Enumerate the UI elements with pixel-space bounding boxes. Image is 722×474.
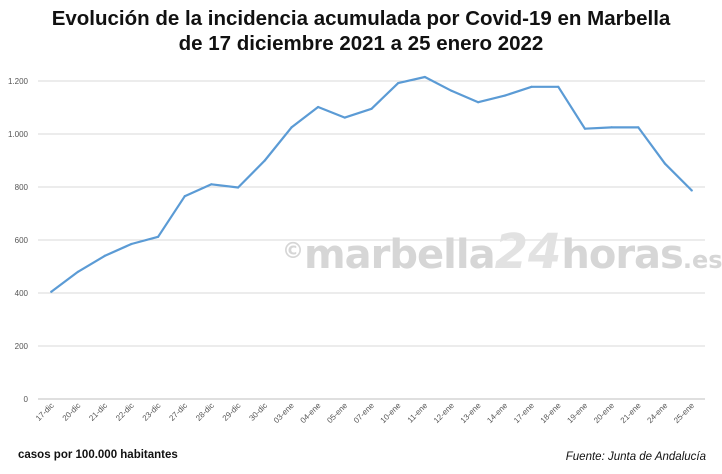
data-point [370, 107, 373, 110]
x-tick-label: 21-dic [87, 401, 109, 423]
x-tick-label: 22-dic [114, 401, 136, 423]
x-tick-label: 24-ene [645, 401, 669, 425]
data-point [130, 242, 133, 246]
data-point [690, 189, 693, 192]
data-point [610, 126, 613, 129]
x-tick-label: 04-ene [299, 401, 323, 425]
x-tick-label: 17-ene [512, 401, 536, 425]
x-tick-label: 27-dic [167, 401, 189, 423]
y-tick-label: 0 [24, 395, 29, 404]
x-tick-label: 10-ene [379, 401, 403, 425]
y-tick-label: 200 [15, 342, 29, 351]
y-tick-label: 400 [15, 289, 29, 298]
x-tick-label: 18-ene [539, 401, 563, 425]
x-tick-label: 30-dic [247, 401, 269, 423]
data-point [477, 101, 480, 104]
data-point [450, 89, 453, 92]
x-tick-label: 20-ene [592, 401, 616, 425]
data-point [317, 105, 320, 109]
data-point [423, 75, 426, 79]
y-tick-label: 1.000 [8, 130, 29, 139]
data-point [557, 85, 560, 88]
x-tick-label: 25-ene [672, 401, 696, 425]
data-point [397, 82, 400, 85]
x-tick-label: 19-ene [565, 401, 589, 425]
x-tick-label: 03-ene [272, 401, 296, 425]
data-point [156, 235, 160, 238]
watermark-logo: ©marbella24horas.es [282, 224, 722, 280]
x-tick-label: 07-ene [352, 401, 376, 425]
chart-title: Evolución de la incidencia acumulada por… [0, 6, 722, 56]
y-tick-label: 1.200 [8, 77, 29, 86]
data-point [663, 162, 667, 165]
data-point [237, 186, 240, 189]
data-point [637, 126, 640, 129]
watermark-copyright: © [282, 239, 304, 264]
x-tick-label: 17-dic [34, 401, 56, 423]
x-tick-label: 21-ene [619, 401, 643, 425]
data-point [210, 183, 213, 186]
data-point [503, 94, 506, 97]
x-tick-label: 23-dic [141, 401, 163, 423]
units-note: casos por 100.000 habitantes [18, 449, 178, 461]
x-tick-label: 28-dic [194, 401, 216, 423]
source-note: Fuente: Junta de Andalucía [565, 451, 706, 463]
watermark-ext: .es [682, 246, 722, 274]
x-tick-label: 14-ene [485, 401, 509, 425]
data-point [76, 270, 80, 273]
x-tick-label: 29-dic [221, 401, 243, 423]
data-point [183, 195, 186, 198]
x-tick-label: 11-ene [406, 401, 430, 425]
x-tick-label: 13-ene [459, 401, 483, 425]
data-point [263, 159, 266, 162]
data-point [50, 290, 53, 293]
y-tick-label: 600 [15, 236, 29, 245]
data-point [103, 254, 106, 257]
watermark-main: marbella [304, 232, 496, 278]
x-tick-label: 20-dic [61, 401, 83, 423]
chart-title-line2: de 17 diciembre 2021 a 25 enero 2022 [178, 32, 544, 55]
data-point [343, 116, 346, 119]
data-point [583, 127, 587, 130]
data-point [530, 85, 533, 88]
chart-title-line1: Evolución de la incidencia acumulada por… [51, 7, 671, 30]
watermark-number: 24 [494, 224, 562, 280]
y-tick-label: 800 [15, 183, 29, 192]
x-tick-label: 12-ene [432, 401, 456, 425]
x-tick-label: 05-ene [325, 401, 349, 425]
data-point [290, 126, 293, 129]
watermark-tail: horas [561, 232, 683, 278]
